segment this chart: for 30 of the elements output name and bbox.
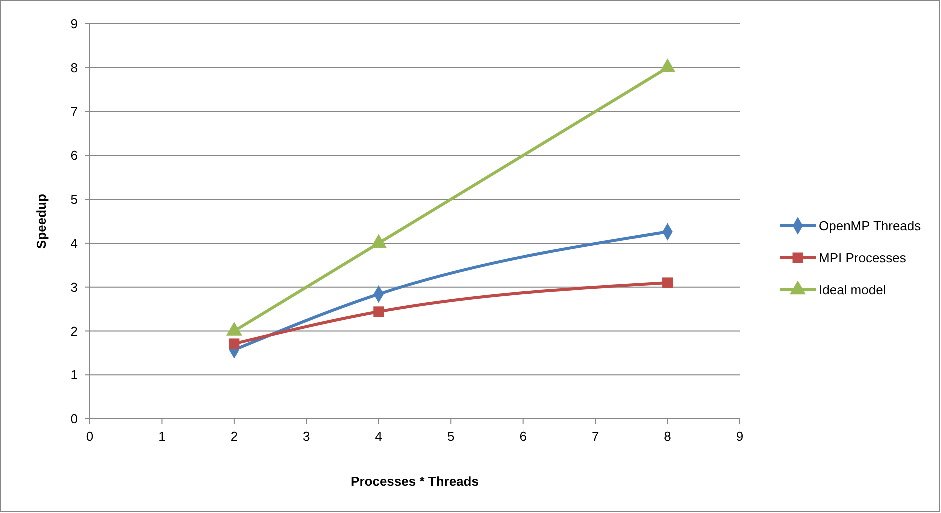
x-tick-label: 6 (520, 429, 527, 444)
y-tick-label: 7 (70, 104, 78, 120)
legend-label: MPI Processes (819, 250, 907, 266)
point (662, 278, 674, 288)
x-tick-label: 0 (86, 429, 94, 444)
y-tick-label: 9 (70, 16, 78, 32)
legend-label: OpenMP Threads (819, 218, 922, 234)
x-axis-title: Processes * Threads (351, 474, 479, 489)
point (370, 234, 387, 248)
x-tick-label: 5 (447, 429, 455, 444)
y-tick-label: 8 (70, 60, 78, 76)
point (229, 338, 240, 350)
point (660, 58, 676, 72)
point (374, 306, 384, 318)
x-tick-label: 4 (375, 429, 383, 444)
x-tick-label: 2 (230, 429, 238, 444)
legend-label: Ideal model (819, 282, 886, 298)
y-tick-label: 5 (70, 192, 78, 208)
x-tick-label: 8 (664, 429, 672, 444)
x-tick-label: 3 (303, 429, 310, 444)
x-tick-label: 9 (736, 429, 744, 444)
y-tick-label: 2 (70, 324, 78, 339)
x-tick-label: 7 (592, 429, 600, 444)
y-axis-title: Speedup (34, 194, 49, 249)
y-tick-label: 0 (70, 412, 78, 427)
x-tick-label: 1 (158, 429, 166, 444)
y-tick-label: 6 (70, 148, 78, 164)
y-tick-label: 3 (70, 280, 78, 295)
y-tick-label: 4 (70, 236, 78, 251)
y-tick-label: 1 (70, 368, 78, 383)
